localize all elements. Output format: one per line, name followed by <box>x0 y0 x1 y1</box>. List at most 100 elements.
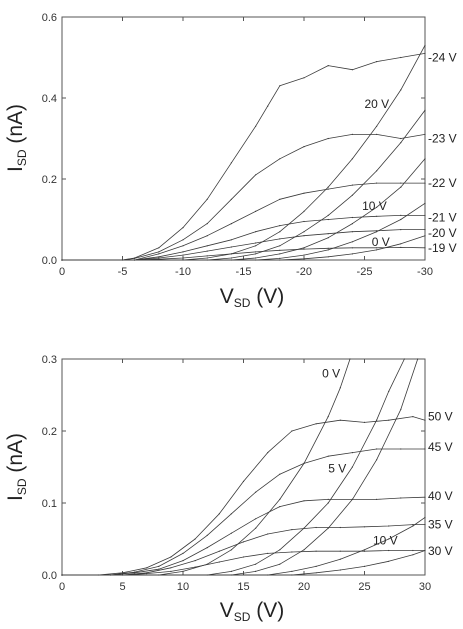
bottom-curve-label: 35 V <box>428 518 453 532</box>
top-x-tick-label: -10 <box>175 266 191 278</box>
top-data-point <box>230 223 232 225</box>
top-series-line-3 <box>62 215 425 261</box>
top-data-point <box>279 249 281 251</box>
bottom-data-point <box>206 534 208 537</box>
bottom-data-point <box>327 527 329 529</box>
top-series-line-5 <box>62 247 426 261</box>
bottom-data-point <box>424 524 426 526</box>
bottom-data-point <box>351 498 353 500</box>
top-data-point <box>279 158 281 160</box>
bottom-data-point <box>218 561 220 563</box>
bottom-data-point <box>388 525 390 527</box>
top-data-point <box>400 229 402 231</box>
bottom-data-point <box>412 524 414 526</box>
top-data-point <box>303 210 305 212</box>
top-x-tick-label: -30 <box>417 266 433 278</box>
bottom-data-point <box>182 552 184 555</box>
bottom-data-point <box>267 452 269 454</box>
bottom-x-axis-label: VSD (V) <box>220 599 285 624</box>
bottom-data-point <box>255 527 257 529</box>
top-data-point <box>376 182 378 184</box>
top-data-point <box>255 231 257 233</box>
top-data-point <box>303 146 305 148</box>
bottom-data-point <box>351 452 353 454</box>
top-curve-label: -20 V <box>428 226 457 240</box>
top-data-point <box>279 245 281 247</box>
bottom-data-point <box>158 565 160 568</box>
bottom-data-point <box>339 387 341 389</box>
top-data-point <box>376 61 378 63</box>
bottom-data-point <box>206 547 208 549</box>
bottom-data-point <box>218 550 220 552</box>
top-data-point <box>279 253 281 255</box>
top-data-point <box>376 230 378 232</box>
bottom-data-point <box>146 573 148 575</box>
bottom-data-point <box>303 500 305 502</box>
bottom-data-point <box>230 549 232 551</box>
top-curve-label: -21 V <box>428 210 457 224</box>
top-data-point <box>327 233 329 235</box>
top-curve-label: 20 V <box>365 97 390 111</box>
bottom-data-point <box>339 569 341 571</box>
bottom-x-tick-label: 30 <box>419 581 431 593</box>
bottom-data-point <box>376 459 378 461</box>
bottom-data-point <box>255 518 257 520</box>
top-data-point <box>158 251 160 253</box>
bottom-data-point <box>242 541 245 543</box>
bottom-data-point <box>388 419 390 421</box>
bottom-data-point <box>376 498 378 500</box>
top-data-point <box>327 237 329 239</box>
bottom-curve-label: 10 V <box>373 533 398 547</box>
top-data-point <box>327 137 329 140</box>
bottom-data-point <box>267 552 269 555</box>
bottom-data-point <box>388 549 390 552</box>
top-data-point <box>424 202 426 204</box>
bottom-curve-label: 5 V <box>328 461 346 475</box>
top-data-point <box>206 223 208 225</box>
top-x-tick-label: -5 <box>118 266 128 278</box>
top-data-point <box>424 52 426 55</box>
bottom-data-point <box>255 563 257 565</box>
top-curve-label: -24 V <box>428 51 457 65</box>
bottom-data-point <box>339 550 341 552</box>
top-data-point <box>400 218 402 221</box>
bottom-data-point <box>194 538 196 540</box>
bottom-data-point <box>315 526 317 529</box>
top-series-line-6 <box>62 45 426 261</box>
bottom-data-point <box>279 473 281 475</box>
top-data-point <box>134 257 136 259</box>
top-data-point <box>424 229 426 231</box>
bottom-y-tick-label: 0.3 <box>42 354 57 366</box>
bottom-data-point <box>134 572 136 574</box>
top-data-point <box>351 241 353 243</box>
top-data-point <box>230 257 232 259</box>
bottom-data-point <box>255 570 257 573</box>
bottom-data-point <box>363 565 366 568</box>
top-data-point <box>376 249 378 251</box>
top-data-point <box>182 251 184 253</box>
bottom-series-line-7 <box>62 358 419 576</box>
top-data-point <box>351 184 353 186</box>
bottom-data-point <box>424 549 426 552</box>
bottom-data-point <box>242 480 245 482</box>
top-data-point <box>206 198 208 200</box>
top-y-tick-label: 0.6 <box>42 12 57 24</box>
bottom-data-point <box>255 491 257 493</box>
top-x-tick-label: -20 <box>296 266 312 278</box>
bottom-data-point <box>291 551 293 553</box>
top-curve-label: -23 V <box>428 132 457 146</box>
top-series-line-2 <box>62 182 425 261</box>
top-data-point <box>351 223 353 225</box>
top-data-point <box>230 162 232 164</box>
top-data-point <box>303 258 305 260</box>
bottom-data-point <box>279 506 281 508</box>
top-data-point <box>182 245 184 247</box>
bottom-data-point <box>279 563 281 565</box>
bottom-data-point <box>230 513 232 515</box>
top-data-point <box>182 257 184 259</box>
top-data-point <box>327 188 329 190</box>
top-data-point <box>206 250 208 252</box>
bottom-data-point <box>363 549 366 551</box>
bottom-annotations: 50 V 45 V 40 V 35 V 30 V 0 V 5 V 10 V <box>322 366 453 558</box>
